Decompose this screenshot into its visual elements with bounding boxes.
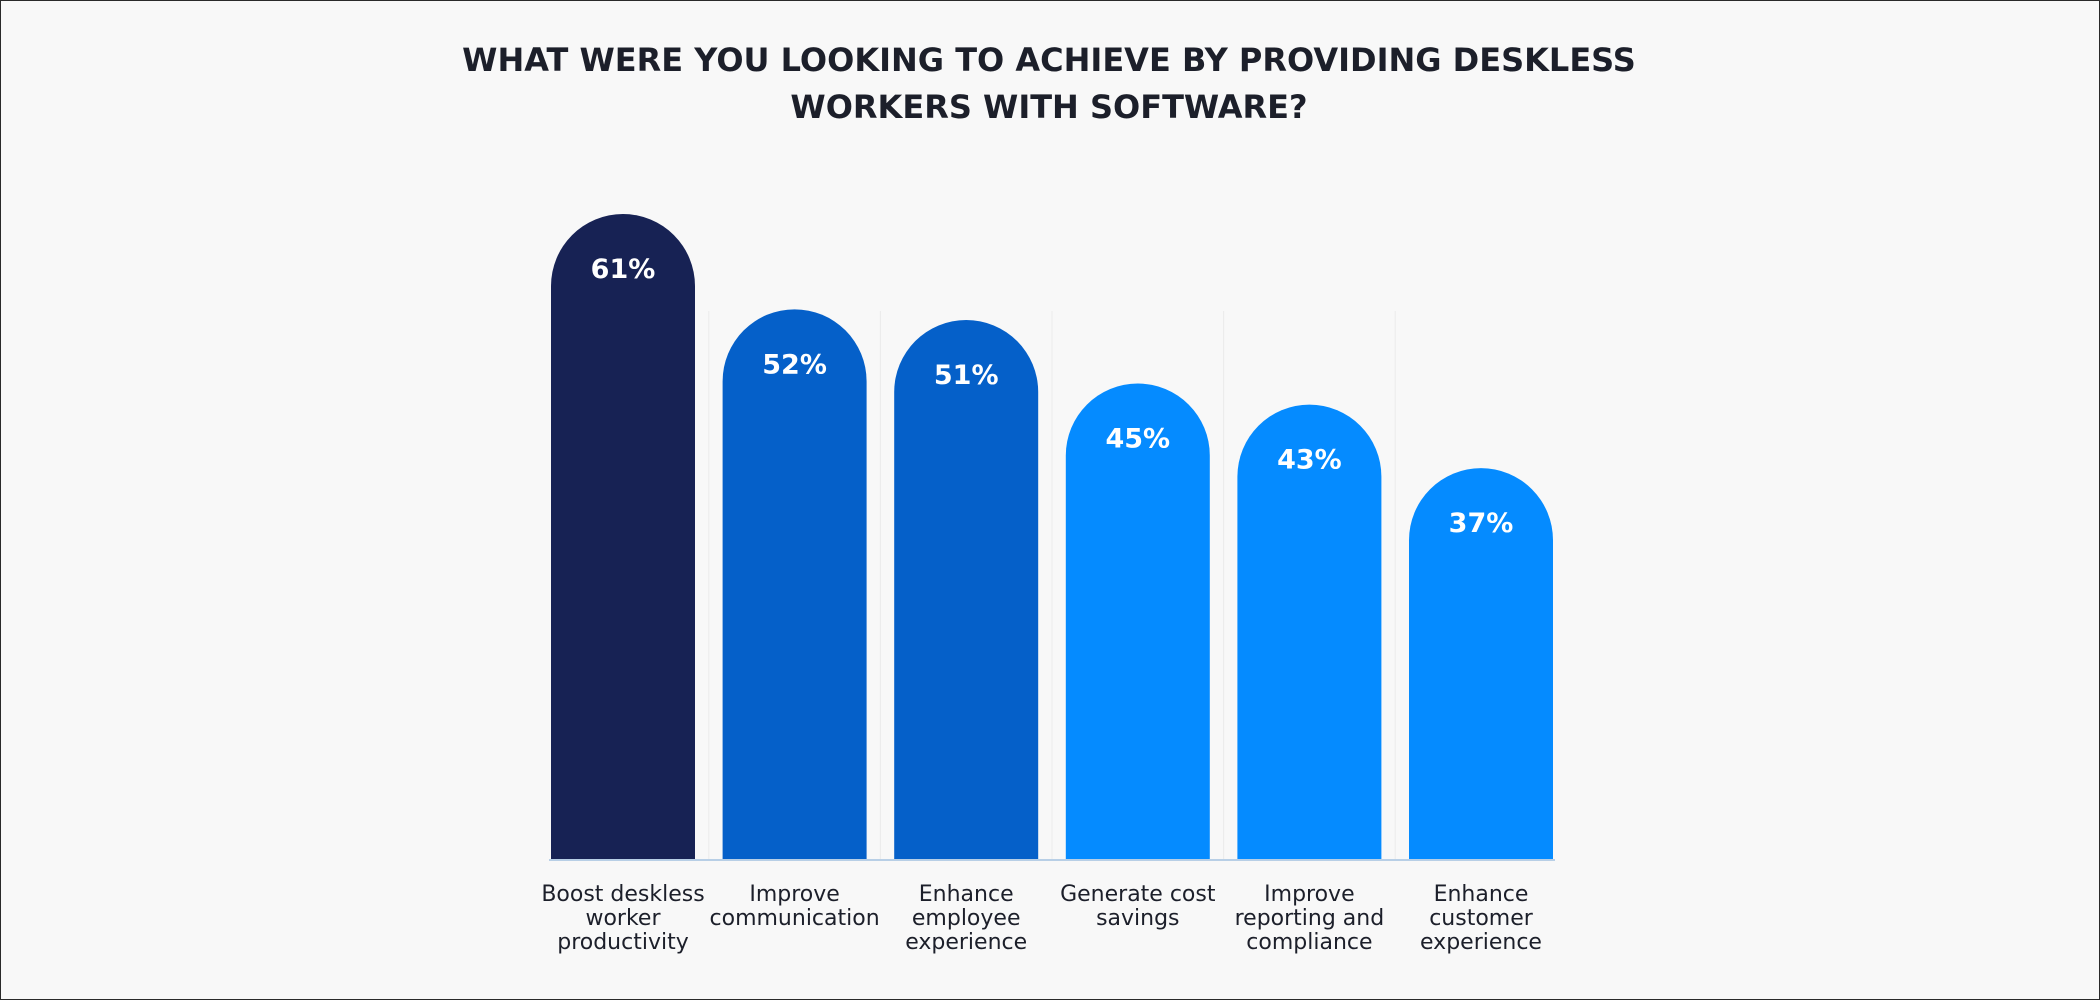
bar [1065,383,1210,860]
grid-lines [708,311,1396,860]
category-labels: Boost desklessworkerproductivityImprovec… [541,882,1542,955]
category-label: reporting and [1235,906,1385,931]
category-label: Generate cost [1060,882,1216,907]
category-label: experience [1420,930,1542,955]
category-label: employee [912,906,1021,931]
category-label: communication [710,906,880,931]
category-label: Improve [1264,882,1354,907]
chart-title-line-2: WORKERS WITH SOFTWARE? [790,88,1307,126]
bar [1237,404,1382,860]
category-label: Boost deskless [541,882,704,907]
chart-title-line-1: WHAT WERE YOU LOOKING TO ACHIEVE BY PROV… [462,41,1636,79]
category-label: compliance [1246,930,1372,955]
category-label: Enhance [1434,882,1529,907]
value-label: 43% [1277,445,1342,476]
value-label: 37% [1449,508,1514,539]
bars [551,214,1553,861]
category-label: savings [1096,906,1179,931]
bar [894,319,1039,860]
category-label: productivity [557,930,689,955]
value-label: 51% [934,360,999,391]
category-label: Improve [749,882,839,907]
category-label: worker [585,906,661,931]
value-label: 52% [762,349,827,380]
bar [1409,468,1553,860]
value-label: 61% [591,254,656,285]
value-label: 45% [1105,423,1170,454]
chart-title: WHAT WERE YOU LOOKING TO ACHIEVE BY PROV… [462,41,1636,126]
bar [722,309,867,860]
category-label: Enhance [919,882,1014,907]
category-label: customer [1429,906,1534,931]
category-label: experience [905,930,1027,955]
value-labels: 61% 52% 51% 45% 43% 37% [591,254,1514,539]
bar [551,214,695,861]
